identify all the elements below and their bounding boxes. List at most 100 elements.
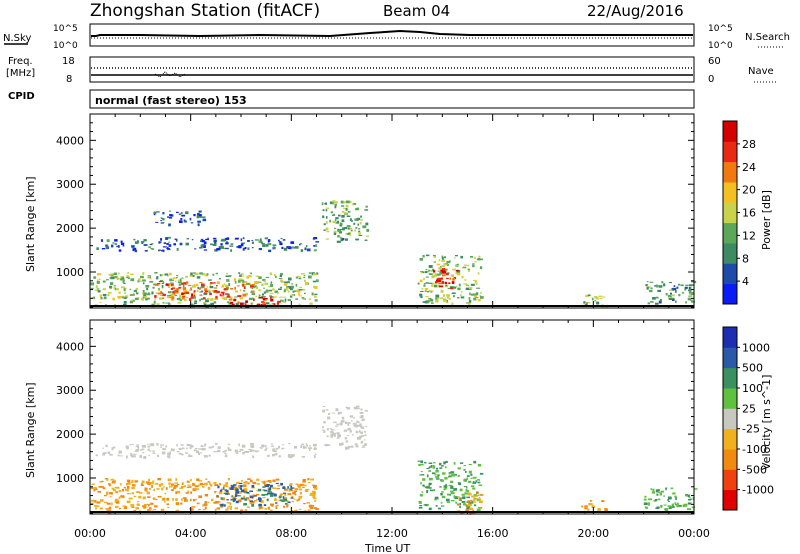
vel-cell: [477, 479, 481, 481]
power-cell: [323, 223, 326, 226]
power-cell: [441, 259, 445, 263]
vel-cell: [428, 477, 433, 481]
vel-cell: [333, 435, 336, 437]
power-cell: [237, 280, 241, 283]
power-cell: [143, 294, 147, 297]
vel-cell: [147, 445, 151, 448]
vel-cell: [187, 484, 191, 486]
freq-tick-bottom: 8: [66, 74, 72, 85]
power-cell: [153, 283, 157, 286]
vel-cell: [305, 447, 307, 449]
power-cell: [234, 287, 236, 290]
power-cell: [360, 215, 362, 218]
power-cell: [238, 245, 242, 249]
vel-cell: [274, 499, 277, 501]
vel-cell: [211, 498, 214, 501]
vel-cell: [238, 495, 242, 497]
vel-cell: [364, 443, 367, 446]
power-cell: [445, 277, 449, 280]
vel-cell: [274, 450, 277, 453]
vel-cell: [478, 497, 481, 500]
vel-cell: [271, 504, 274, 507]
vel-cell: [340, 420, 345, 423]
power-cell: [265, 289, 269, 293]
power-cell: [146, 287, 148, 291]
vel-cell: [478, 500, 483, 504]
power-cell: [193, 272, 196, 274]
power-cell: [206, 273, 209, 276]
power-cell: [282, 301, 286, 303]
power-cell: [193, 302, 197, 305]
vel-cell: [225, 482, 228, 486]
vel-cell: [203, 455, 208, 458]
power-cell: [672, 287, 677, 291]
vel-cell: [478, 484, 483, 486]
vel-cell: [196, 488, 200, 490]
vel-cell: [123, 506, 128, 509]
power-cell: [233, 298, 237, 302]
velocity-panel-frame: [89, 319, 695, 515]
power-region-6: [417, 254, 484, 306]
vel-cell: [279, 493, 284, 496]
vel-cell: [108, 506, 112, 509]
nsearch-tick-top: 10^5: [708, 24, 733, 34]
vel-cell: [335, 408, 339, 412]
vel-cell: [186, 486, 189, 489]
vel-cell: [152, 497, 155, 500]
vel-cell: [249, 501, 253, 505]
vel-cell: [96, 501, 101, 504]
vel-cell: [683, 503, 688, 507]
power-cell: [297, 275, 301, 277]
vel-cell: [148, 505, 150, 507]
vel-cell: [277, 484, 280, 487]
power-cell: [675, 300, 677, 303]
vel-cell: [220, 497, 223, 500]
vel-cell: [344, 446, 348, 450]
power-cell: [433, 270, 436, 273]
vel-cell: [249, 479, 253, 483]
power-colorbar-swatch: [723, 222, 737, 244]
power-cell: [356, 207, 359, 211]
power-cell: [417, 282, 420, 285]
power-cell: [140, 280, 142, 282]
power-cell: [228, 298, 233, 301]
vel-cell: [667, 505, 672, 508]
power-cell: [113, 285, 117, 287]
vel-cell: [329, 428, 332, 430]
power-cell: [365, 235, 369, 237]
power-cell: [174, 238, 177, 240]
vel-cell: [102, 447, 105, 449]
power-cell: [190, 296, 194, 299]
power-cell: [435, 298, 439, 301]
power-cell: [689, 294, 693, 297]
vel-cell: [278, 445, 280, 449]
power-cell: [277, 292, 279, 295]
power-cell: [117, 295, 121, 298]
vel-cell: [440, 502, 443, 504]
vel-cell: [313, 497, 317, 500]
power-cell: [109, 285, 113, 289]
vel-cell: [477, 464, 482, 467]
vel-cell: [214, 490, 217, 494]
power-cell: [163, 242, 166, 244]
power-cell: [315, 241, 320, 243]
power-cell: [425, 276, 429, 278]
power-cell: [596, 301, 600, 305]
vel-cell: [647, 504, 650, 506]
power-cell: [420, 295, 423, 299]
vel-cell: [268, 487, 272, 491]
power-cell: [265, 276, 270, 278]
power-cell: [194, 299, 197, 301]
power-cell: [667, 294, 672, 298]
power-cell: [171, 296, 175, 299]
vel-cell: [231, 485, 235, 488]
power-cell: [156, 276, 159, 278]
power-cell: [437, 270, 441, 272]
power-cell: [421, 288, 424, 290]
vel-colorbar-swatch: [723, 388, 737, 409]
power-cell: [343, 207, 346, 210]
power-cell: [179, 278, 182, 281]
vel-cell: [464, 503, 467, 505]
nsky-panel: [89, 23, 695, 47]
vel-cell: [249, 495, 253, 497]
